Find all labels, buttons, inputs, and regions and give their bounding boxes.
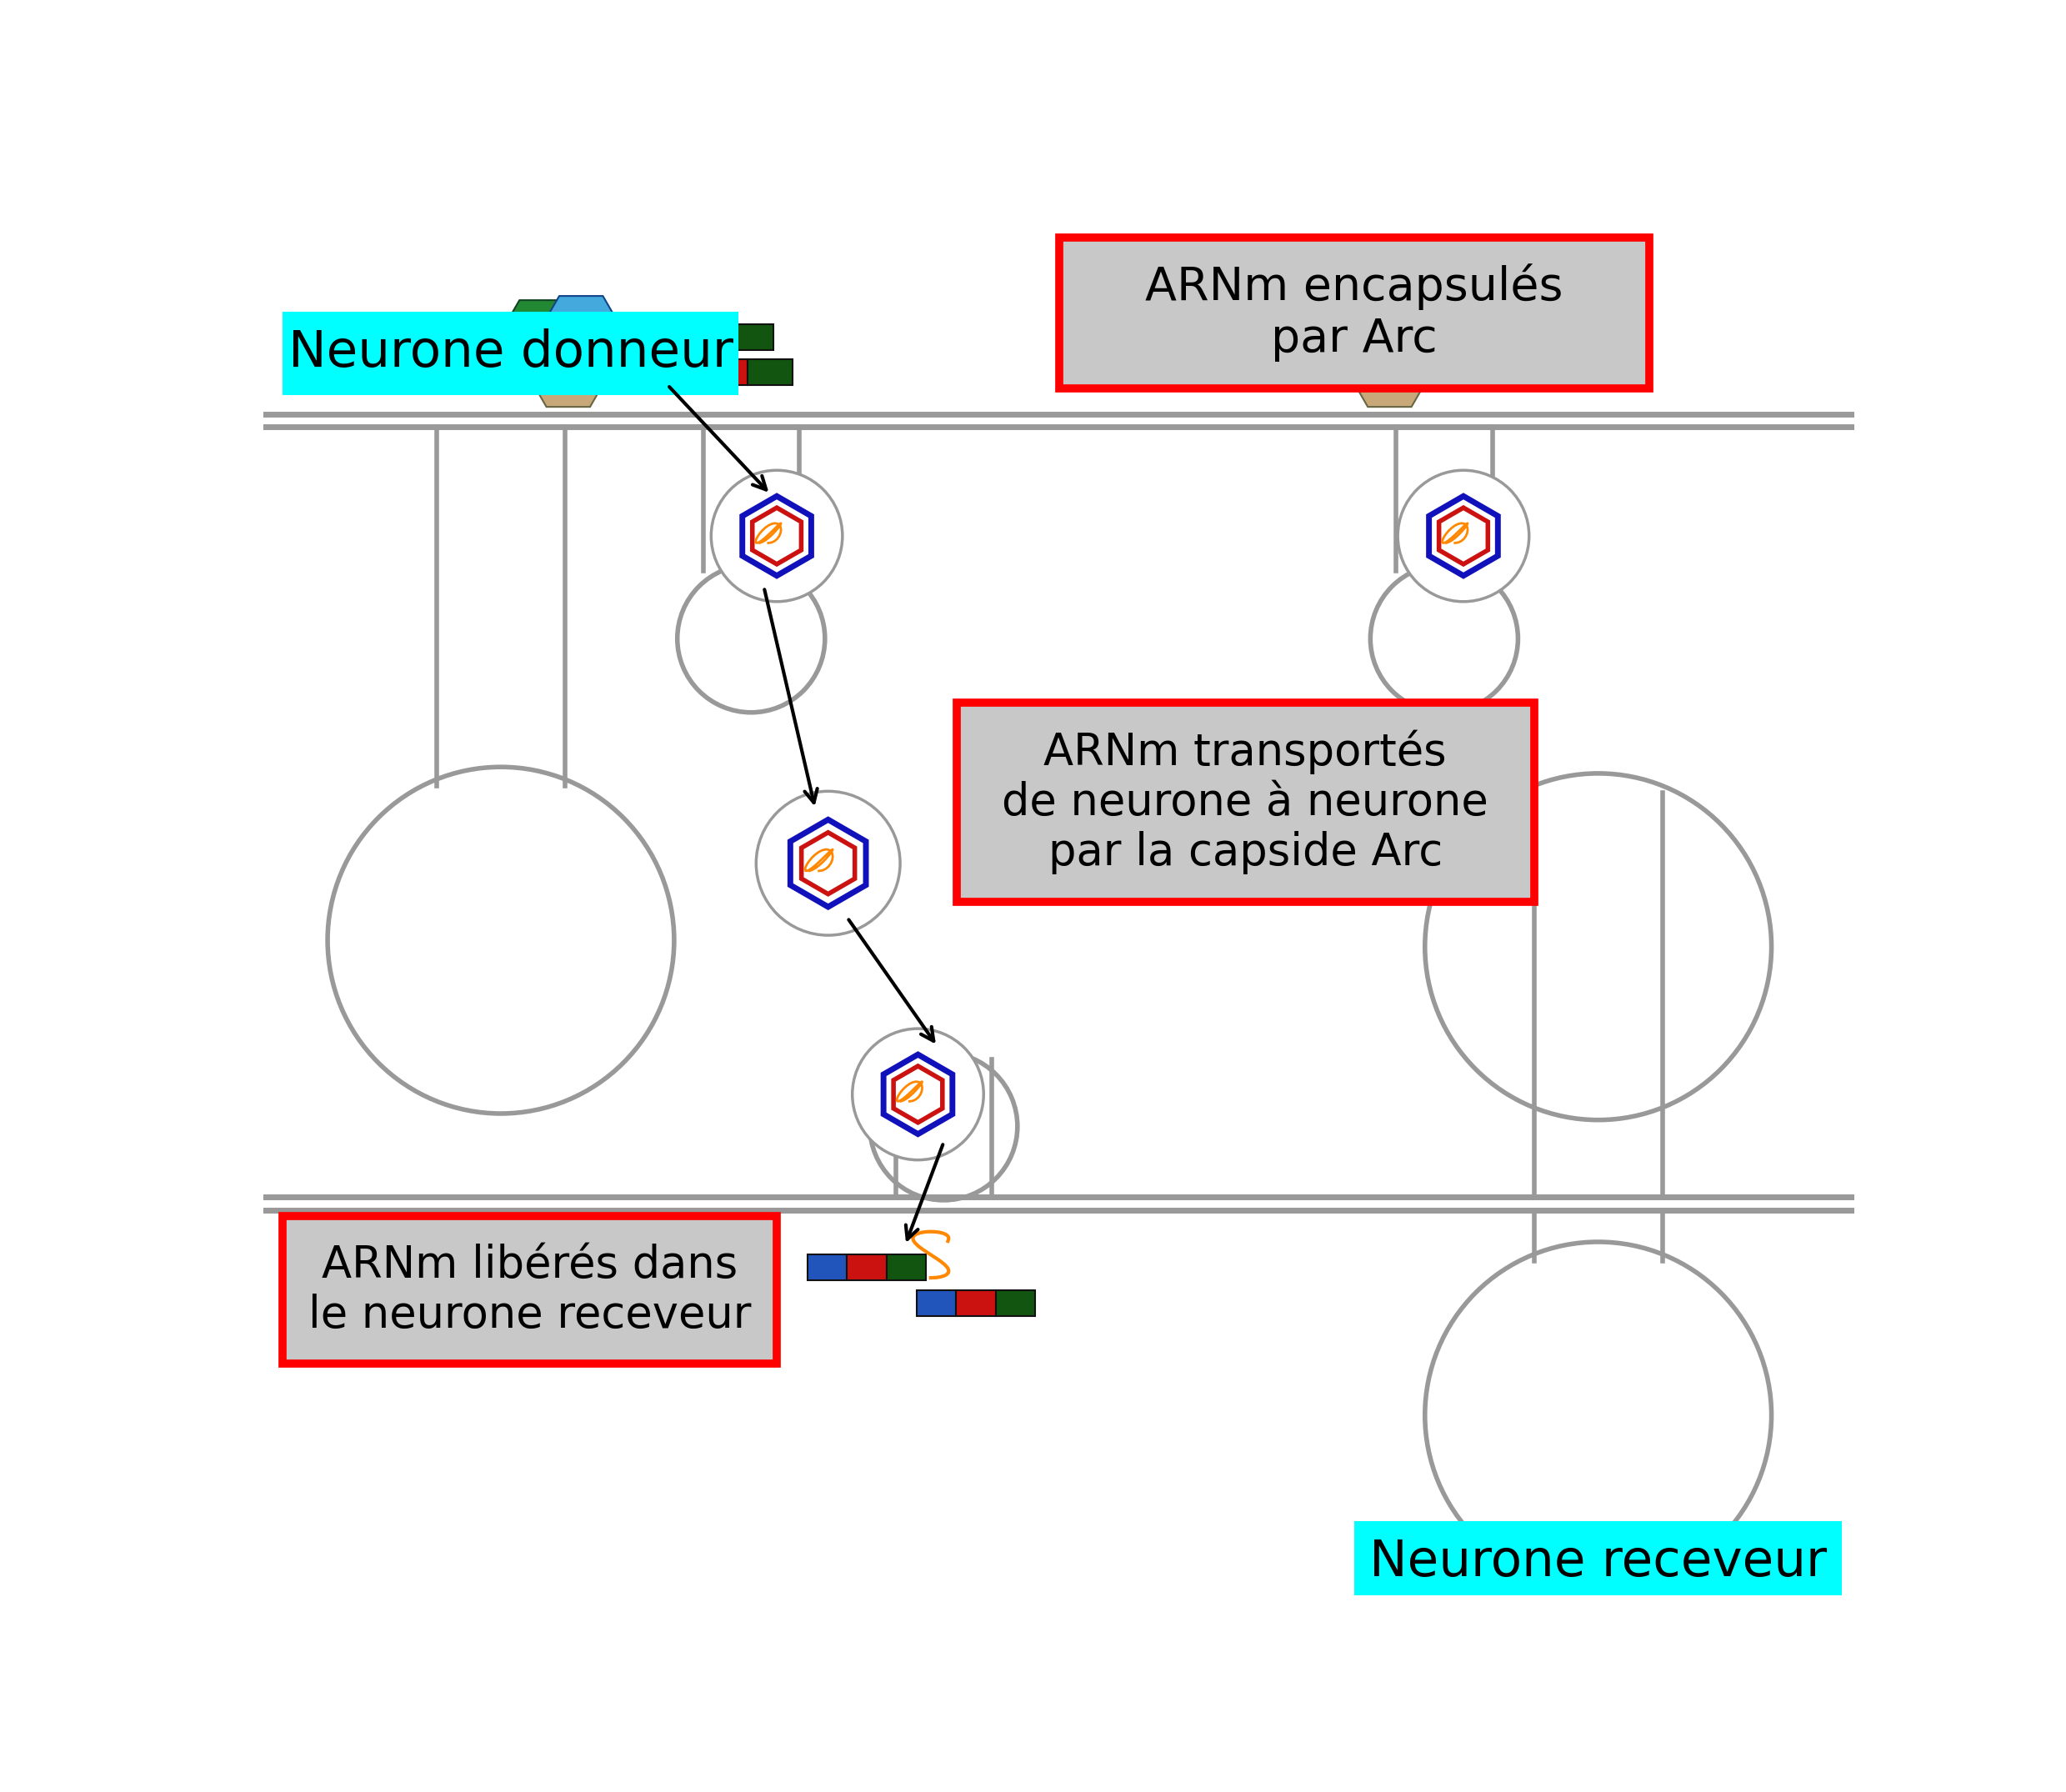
Polygon shape — [752, 507, 802, 564]
Polygon shape — [802, 833, 855, 894]
Bar — [729, 324, 773, 349]
Circle shape — [1426, 1242, 1771, 1588]
Polygon shape — [1318, 301, 1411, 380]
Bar — [996, 1290, 1035, 1315]
Circle shape — [328, 767, 674, 1113]
Bar — [957, 1290, 996, 1315]
Polygon shape — [1345, 332, 1434, 407]
Circle shape — [853, 1029, 983, 1159]
FancyBboxPatch shape — [283, 1217, 777, 1364]
Text: Neurone donneur: Neurone donneur — [287, 328, 733, 378]
Polygon shape — [1359, 296, 1446, 371]
Bar — [702, 360, 748, 385]
Polygon shape — [537, 296, 624, 371]
Bar — [638, 324, 684, 349]
Text: ARNm transportés
de neurone à neurone
par la capside Arc: ARNm transportés de neurone à neurone pa… — [1002, 729, 1488, 874]
Bar — [748, 360, 793, 385]
Text: Neurone receveur: Neurone receveur — [1370, 1538, 1826, 1588]
Bar — [659, 360, 702, 385]
Circle shape — [711, 470, 843, 602]
Circle shape — [1370, 564, 1519, 713]
Polygon shape — [525, 332, 612, 407]
Bar — [886, 1254, 926, 1281]
Bar — [1583, 360, 1628, 385]
Circle shape — [1426, 774, 1771, 1120]
FancyBboxPatch shape — [957, 702, 1535, 901]
Circle shape — [870, 1052, 1016, 1201]
Bar — [1514, 321, 1560, 346]
Text: ARNm libérés dans
le neurone receveur: ARNm libérés dans le neurone receveur — [308, 1244, 752, 1337]
Bar — [847, 1254, 886, 1281]
Bar — [808, 1254, 847, 1281]
Text: ARNm encapsulés
par Arc: ARNm encapsulés par Arc — [1145, 263, 1564, 362]
Circle shape — [678, 564, 824, 713]
Polygon shape — [742, 496, 812, 575]
Polygon shape — [791, 819, 866, 907]
Bar — [1560, 321, 1605, 346]
Bar — [917, 1290, 957, 1315]
FancyBboxPatch shape — [1355, 1521, 1843, 1604]
Circle shape — [1399, 470, 1529, 602]
Bar — [1469, 321, 1514, 346]
Bar — [1537, 360, 1583, 385]
Polygon shape — [496, 301, 589, 380]
Polygon shape — [1440, 507, 1488, 564]
FancyBboxPatch shape — [283, 312, 738, 394]
Polygon shape — [884, 1054, 952, 1134]
FancyBboxPatch shape — [1060, 238, 1649, 389]
Bar — [684, 324, 729, 349]
Circle shape — [756, 792, 901, 935]
Polygon shape — [1430, 496, 1498, 575]
Bar — [1492, 360, 1537, 385]
Polygon shape — [893, 1066, 942, 1122]
